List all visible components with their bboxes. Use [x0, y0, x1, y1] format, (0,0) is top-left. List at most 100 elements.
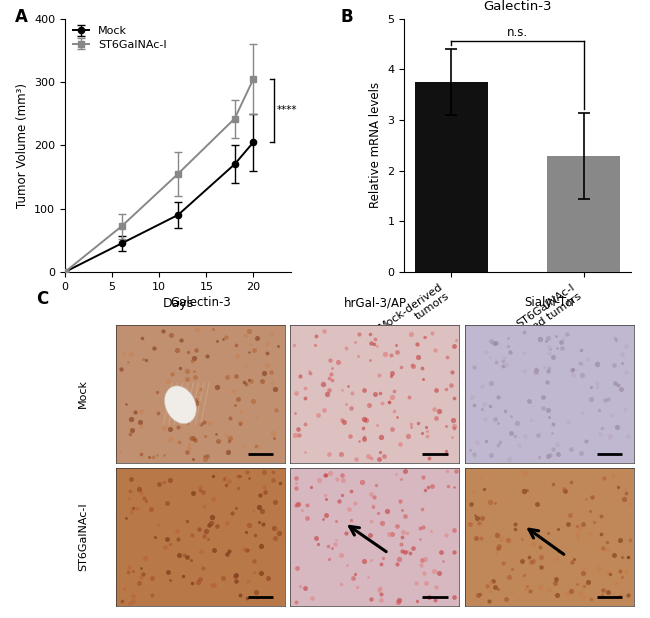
Point	[598, 585, 608, 595]
Point	[618, 358, 628, 368]
Point	[128, 596, 138, 606]
Point	[468, 486, 478, 496]
Point	[490, 357, 501, 367]
Point	[134, 484, 144, 494]
Point	[427, 481, 437, 491]
Point	[258, 368, 268, 378]
Point	[419, 332, 429, 342]
Point	[217, 334, 228, 344]
Point	[572, 520, 582, 530]
Point	[394, 554, 404, 564]
Point	[443, 481, 453, 491]
Point	[330, 539, 341, 549]
Point	[541, 376, 552, 386]
Point	[165, 331, 176, 341]
Point	[208, 494, 218, 504]
Point	[375, 447, 385, 457]
Point	[595, 429, 605, 439]
Point	[207, 471, 218, 481]
Text: A: A	[15, 9, 28, 27]
Point	[128, 566, 138, 576]
Point	[300, 419, 310, 429]
Point	[621, 567, 631, 577]
Text: ST6GalNAc-I: ST6GalNAc-I	[78, 502, 88, 571]
Point	[396, 539, 406, 549]
Point	[347, 573, 358, 583]
Point	[436, 547, 446, 557]
Point	[363, 451, 373, 461]
Point	[259, 467, 269, 477]
Point	[552, 554, 562, 564]
Point	[616, 552, 627, 562]
Point	[359, 414, 370, 424]
Point	[125, 414, 136, 424]
Point	[275, 478, 285, 488]
Point	[566, 365, 577, 375]
Point	[185, 555, 196, 565]
Point	[222, 372, 232, 382]
Point	[493, 543, 503, 553]
Point	[323, 541, 333, 551]
Point	[202, 451, 212, 460]
Point	[479, 399, 489, 408]
Point	[224, 546, 235, 556]
Point	[136, 406, 146, 416]
Point	[543, 405, 553, 415]
Point	[193, 577, 203, 587]
Point	[604, 434, 614, 444]
Point	[441, 421, 452, 431]
Point	[420, 554, 430, 564]
Point	[141, 496, 151, 506]
Point	[153, 520, 163, 530]
Point	[336, 579, 346, 589]
Point	[611, 578, 621, 588]
Point	[162, 567, 173, 577]
Point	[522, 582, 532, 591]
Point	[335, 449, 346, 459]
Text: Sialyl-Tn: Sialyl-Tn	[525, 297, 574, 310]
Point	[172, 345, 182, 355]
Point	[448, 341, 459, 351]
Point	[498, 558, 508, 568]
Point	[526, 415, 536, 425]
Point	[575, 588, 585, 598]
Point	[426, 527, 437, 536]
Point	[578, 592, 589, 602]
Point	[621, 341, 631, 351]
Point	[392, 412, 402, 421]
Point	[578, 581, 589, 591]
Point	[196, 384, 206, 394]
Point	[619, 494, 629, 504]
Point	[485, 401, 495, 411]
Point	[185, 433, 196, 442]
Point	[585, 506, 595, 516]
Point	[406, 423, 416, 433]
Point	[324, 449, 334, 459]
Point	[410, 578, 421, 588]
Point	[387, 392, 397, 402]
Point	[512, 418, 523, 428]
Point	[244, 347, 254, 357]
Point	[403, 431, 413, 441]
Point	[149, 343, 159, 353]
Point	[125, 474, 136, 484]
Point	[162, 499, 172, 509]
Point	[239, 544, 250, 554]
Point	[270, 384, 280, 394]
Point	[465, 499, 476, 509]
Point	[221, 430, 231, 440]
Point	[576, 345, 586, 355]
Point	[449, 593, 460, 603]
Point	[604, 431, 615, 441]
Point	[519, 486, 530, 496]
Point	[164, 575, 175, 585]
Point	[448, 421, 459, 431]
Point	[302, 500, 312, 510]
Point	[268, 467, 279, 476]
Point	[326, 369, 336, 379]
Point	[262, 348, 272, 358]
Point	[138, 570, 148, 580]
Point	[136, 564, 146, 574]
Point	[469, 449, 480, 459]
Point	[159, 450, 170, 460]
